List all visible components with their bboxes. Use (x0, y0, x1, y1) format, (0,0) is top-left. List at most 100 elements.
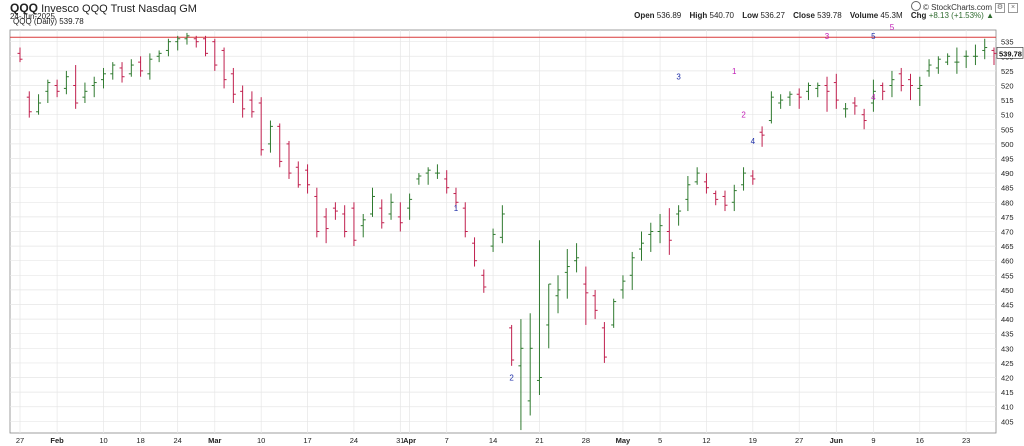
ohlc-bar (453, 187, 459, 209)
y-tick-label: 440 (1001, 315, 1014, 324)
y-tick-label: 475 (1001, 213, 1014, 222)
change-label: Chg (910, 11, 927, 20)
ohlc-bar (574, 243, 580, 273)
ohlc-bar (193, 35, 199, 48)
ohlc-bar (481, 269, 487, 293)
ohlc-bar (267, 120, 273, 153)
y-tick-label: 510 (1001, 111, 1014, 120)
ohlc-bar (657, 213, 663, 244)
ohlc-bar (750, 170, 756, 185)
x-tick-label: 10 (99, 436, 107, 445)
x-tick-label: 12 (702, 436, 710, 445)
close-icon[interactable]: × (1008, 3, 1018, 13)
ohlc-bar (870, 79, 876, 112)
x-tick-label: Mar (208, 436, 221, 445)
x-tick-label: 27 (16, 436, 24, 445)
x-tick-label: 23 (962, 436, 970, 445)
ohlc-bar (759, 126, 765, 147)
ohlc-bar (203, 35, 209, 57)
quote-summary: Open 536.89 High 540.70 Low 536.27 Close… (634, 11, 994, 20)
ohlc-bar (212, 38, 218, 71)
ohlc-bar (815, 82, 821, 98)
ohlc-bar (295, 161, 301, 188)
x-tick-label: 24 (174, 436, 182, 445)
x-tick-label: 21 (535, 436, 543, 445)
low-label: Low (742, 11, 759, 20)
ohlc-bar (629, 251, 635, 290)
ohlc-bar (26, 91, 32, 118)
x-tick-label: 18 (136, 436, 144, 445)
x-tick-label: 7 (445, 436, 449, 445)
chart-legend: QQQ (Daily) 539.78 (13, 17, 84, 26)
ohlc-bar (397, 202, 403, 232)
ohlc-bar (648, 222, 654, 252)
x-tick-label: 10 (257, 436, 265, 445)
ohlc-bar (787, 91, 793, 106)
y-tick-label: 490 (1001, 169, 1014, 178)
ohlc-bar (100, 67, 106, 89)
ohlc-bar (703, 173, 709, 194)
wave-label: 1 (454, 204, 459, 213)
ohlc-bar (184, 32, 190, 45)
ohlc-bar (889, 70, 895, 98)
ohlc-bar (110, 62, 116, 80)
x-tick-label: Jun (830, 436, 844, 445)
ohlc-bar (434, 164, 440, 179)
ohlc-bar (45, 79, 51, 104)
ohlc-bar (722, 190, 728, 212)
settings-icon[interactable]: ⚙ (995, 3, 1005, 13)
x-tick-label: 5 (658, 436, 662, 445)
ohlc-bar (796, 88, 802, 109)
ohlc-bar (230, 67, 236, 104)
wave-label: 2 (741, 111, 746, 120)
ohlc-bar (499, 205, 505, 244)
x-tick-label: 27 (795, 436, 803, 445)
y-tick-label: 435 (1001, 330, 1014, 339)
y-tick-label: 450 (1001, 286, 1014, 295)
wave-label: 3 (825, 32, 830, 41)
y-tick-label: 460 (1001, 257, 1014, 266)
chart-header: QQQ Invesco QQQ Trust Nasdaq GM 24-Jun-2… (0, 0, 1024, 30)
ohlc-bar (73, 65, 79, 109)
ohlc-bar (17, 47, 23, 63)
ohlc-bar (991, 47, 997, 66)
volume-value: 45.3M (880, 11, 903, 20)
ohlc-bar (388, 193, 394, 220)
ohlc-bar (54, 79, 60, 98)
ohlc-bar (147, 53, 153, 80)
ohlc-bar (82, 82, 88, 104)
x-tick-label: 24 (350, 436, 358, 445)
ohlc-bar (351, 202, 357, 247)
ohlc-bar (676, 205, 682, 226)
change-value: +8.13 (+1.53%) (928, 11, 984, 20)
ohlc-bar (314, 187, 320, 238)
y-tick-label: 415 (1001, 388, 1014, 397)
ohlc-bar (536, 240, 542, 396)
ohlc-bar (240, 85, 246, 118)
chart-date: 24-Jun-2025 (10, 12, 55, 21)
ohlc-bar (91, 76, 97, 98)
ohlc-bar (601, 322, 607, 363)
ohlc-bar (963, 50, 969, 68)
y-tick-label: 420 (1001, 374, 1014, 383)
ohlc-bar (379, 199, 385, 229)
y-tick-label: 500 (1001, 140, 1014, 149)
ohlc-bar (852, 97, 858, 115)
wave-label: 1 (732, 67, 737, 76)
ohlc-bar (880, 82, 886, 101)
symbol-title: QQQ Invesco QQQ Trust Nasdaq GM (10, 1, 197, 15)
ohlc-bar (527, 313, 533, 416)
wave-label: 4 (871, 93, 876, 102)
ohlc-bar (138, 56, 144, 77)
y-tick-label: 525 (1001, 67, 1014, 76)
wave-label: 2 (509, 373, 514, 382)
ohlc-bar (592, 289, 598, 320)
wave-label: 3 (676, 73, 681, 82)
ohlc-bar (425, 167, 431, 185)
ohlc-bar (620, 275, 626, 299)
ohlc-bar (583, 266, 589, 325)
ohlc-bar (972, 44, 978, 66)
ohlc-bar (128, 59, 134, 77)
last-price-label: 539.78 (999, 49, 1022, 58)
